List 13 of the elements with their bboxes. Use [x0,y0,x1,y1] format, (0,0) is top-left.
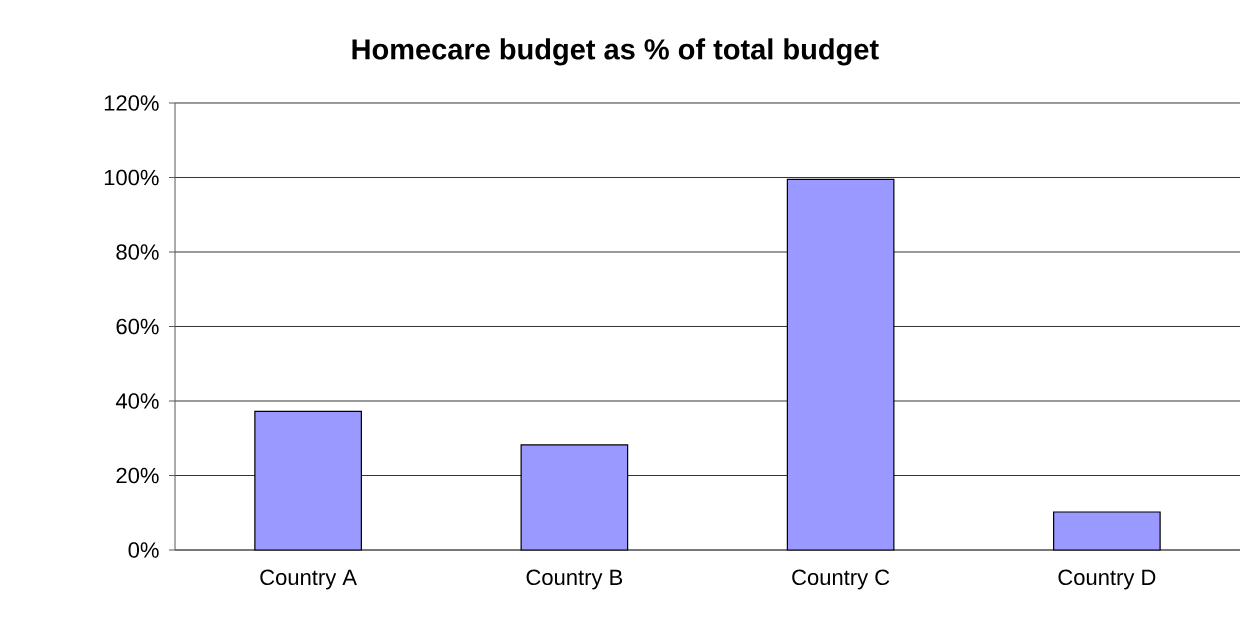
y-tick-label: 100% [104,169,159,186]
chart-title: Homecare budget as % of total budget [352,38,879,66]
y-tick-label: 40% [115,393,159,409]
bar [1053,511,1161,551]
x-tick-label: Country C [792,569,890,590]
y-tick-label: 80% [116,244,159,260]
x-tick-label: Country B [526,569,623,590]
x-tick-label: Country A [260,569,357,590]
y-tick-label: 120% [104,95,159,111]
y-tick-label: 0% [128,542,159,558]
y-tick-label: 60% [116,318,159,335]
x-tick-label: Country D [1058,569,1156,590]
y-tick-label: 20% [116,467,159,484]
